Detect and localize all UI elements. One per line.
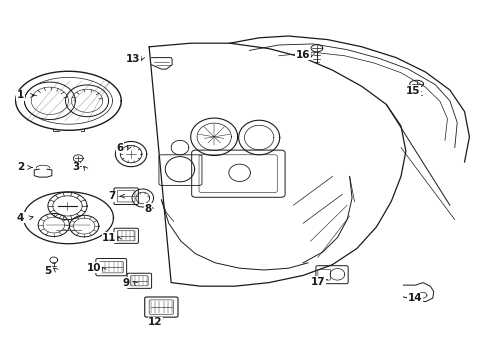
Text: 1: 1 (17, 90, 24, 100)
Text: 2: 2 (17, 162, 24, 172)
Text: 17: 17 (310, 276, 325, 287)
Text: 7: 7 (107, 191, 115, 201)
Text: 9: 9 (122, 278, 129, 288)
Text: 13: 13 (125, 54, 140, 64)
Text: 3: 3 (72, 162, 79, 172)
Text: 4: 4 (17, 213, 24, 223)
Text: 11: 11 (102, 233, 117, 243)
Text: 15: 15 (405, 86, 420, 96)
Text: 16: 16 (295, 50, 310, 60)
Text: 10: 10 (86, 263, 101, 273)
Text: 8: 8 (144, 204, 151, 214)
Text: 5: 5 (44, 266, 51, 276)
Text: 12: 12 (148, 317, 163, 327)
Text: 6: 6 (116, 143, 123, 153)
Text: 14: 14 (407, 293, 421, 303)
